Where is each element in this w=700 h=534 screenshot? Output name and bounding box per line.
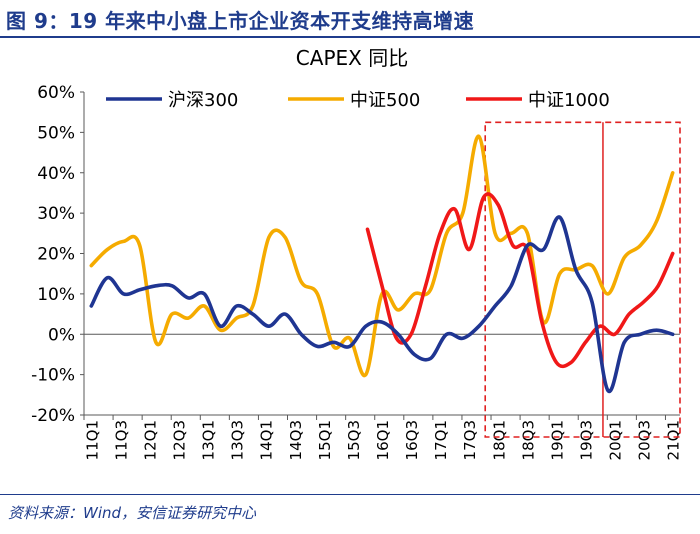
x-tick-label: 11Q3 [112,420,130,460]
x-tick-label: 18Q3 [519,420,537,460]
legend-label: 沪深300 [168,90,238,111]
y-axis: -20% -10% 0% 10% 20% 30% 40% 50% 60% [31,83,85,426]
x-tick-label: 11Q1 [83,420,101,460]
x-tick-label: 12Q3 [170,420,188,460]
y-tick-label: 60% [37,83,75,103]
y-tick-label: 20% [37,245,75,265]
y-tick-label: -10% [31,366,75,386]
chart-title: CAPEX 同比 [296,46,408,70]
legend-label: 中证1000 [528,90,610,111]
legend: 沪深300 中证500 中证1000 [106,90,610,111]
x-tick-label: 20Q3 [636,420,654,460]
x-tick-label: 18Q1 [490,420,508,460]
figure-header: 图 9：19 年来中小盘上市企业资本开支维持高增速 [0,0,700,36]
y-tick-label: 30% [37,204,75,224]
x-tick-label: 14Q3 [287,420,305,460]
y-tick-label: 50% [37,123,75,143]
y-tick-label: 40% [37,164,75,184]
x-tick-label: 21Q1 [665,420,683,460]
x-tick-label: 19Q1 [548,420,566,460]
figure-title: 图 9：19 年来中小盘上市企业资本开支维持高增速 [6,9,475,33]
highlight-annotation [484,121,681,438]
y-tick-label: 10% [37,285,75,305]
x-tick-label: 17Q1 [432,420,450,460]
footer-divider [0,494,700,495]
series-lines [89,134,675,394]
x-tick-label: 19Q3 [578,420,596,460]
capex-yoy-chart: CAPEX 同比 -20% -10% 0% 10% 20% 30% 40% 50% 60% 11… [31,46,683,460]
header-divider [0,36,700,38]
x-tick-label: 15Q1 [316,420,334,460]
y-tick-label: 0% [48,325,75,345]
series-line-3 [365,192,675,369]
x-tick-label: 17Q3 [461,420,479,460]
x-tick-label: 16Q1 [374,420,392,460]
highlight-box [484,121,681,438]
x-tick-label: 20Q1 [607,420,625,460]
legend-label: 中证500 [350,90,420,111]
series-line-1 [89,215,675,394]
x-tick-label: 12Q1 [141,420,159,460]
x-tick-label: 13Q1 [200,420,218,460]
y-tick-label: -20% [31,406,75,426]
x-axis: 11Q1 11Q3 12Q1 12Q3 13Q1 13Q3 14Q1 14Q3 15Q1 15Q3… [83,333,683,460]
source-note: 资料来源：Wind，安信证券研究中心 [8,504,257,522]
x-tick-label: 13Q3 [229,420,247,460]
x-tick-label: 15Q3 [345,420,363,460]
x-tick-label: 16Q3 [403,420,421,460]
x-tick-label: 14Q1 [258,420,276,460]
